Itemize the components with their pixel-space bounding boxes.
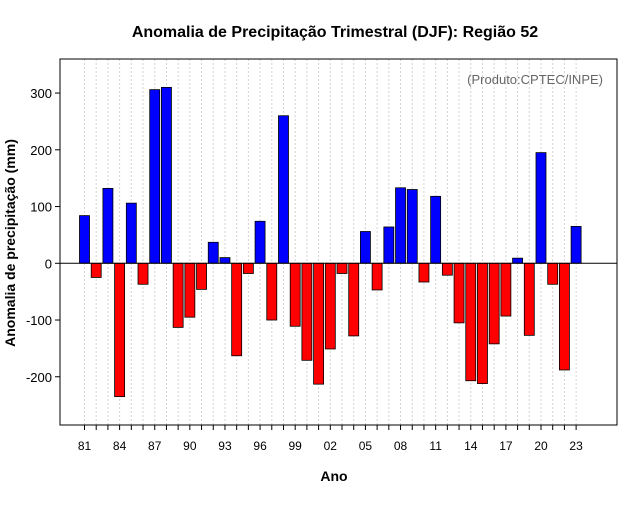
bar-2018 <box>512 257 523 264</box>
x-tick-label: 96 <box>253 439 267 453</box>
bar-1983 <box>102 187 114 264</box>
bar-1986 <box>137 262 149 285</box>
bar-2008 <box>395 187 406 264</box>
bar-2023 <box>570 225 582 264</box>
chart-title: Anomalia de Precipitação Trimestral (DJF… <box>132 24 538 41</box>
x-tick-label: 23 <box>569 439 583 453</box>
x-tick-label: 17 <box>499 439 513 453</box>
bar-2020 <box>535 152 547 264</box>
bar-1995 <box>242 262 254 274</box>
x-tick-label: 84 <box>113 439 127 453</box>
x-tick-label: 90 <box>183 439 197 453</box>
source-annotation: (Produto:CPTEC/INPE) <box>467 72 603 87</box>
y-tick-label: -200 <box>26 370 52 385</box>
bar-1998 <box>278 115 289 264</box>
bar-1996 <box>254 220 266 264</box>
x-tick-label: 87 <box>148 439 162 453</box>
bar-1989 <box>172 262 184 328</box>
x-tick-label: 81 <box>78 439 92 453</box>
bar-2014 <box>465 262 477 382</box>
y-tick-label: 300 <box>30 86 52 101</box>
bar-1997 <box>266 262 278 321</box>
y-tick-label: 0 <box>45 256 52 271</box>
bar-2010 <box>418 262 430 283</box>
x-tick-label: 02 <box>324 439 338 453</box>
bar-2007 <box>383 226 395 264</box>
bar-2015 <box>477 262 488 384</box>
x-axis-label: Ano <box>320 468 347 484</box>
bar-1984 <box>114 262 126 398</box>
bar-2009 <box>406 189 418 264</box>
bar-2019 <box>523 262 535 336</box>
bar-1993 <box>219 257 231 264</box>
bar-2016 <box>488 262 500 345</box>
bars <box>79 86 582 398</box>
bar-2022 <box>559 262 570 371</box>
y-tick-label: 200 <box>30 143 52 158</box>
bar-1999 <box>289 262 301 327</box>
x-tick-label: 93 <box>218 439 232 453</box>
x-tick-label: 14 <box>464 439 478 453</box>
gridlines <box>84 59 577 425</box>
x-tick-label: 99 <box>289 439 303 453</box>
bar-1990 <box>184 262 196 318</box>
bar-2003 <box>336 262 348 274</box>
plot-frame <box>59 58 618 426</box>
bar-1988 <box>161 86 172 264</box>
bar-2006 <box>371 262 383 291</box>
bar-2013 <box>453 262 465 324</box>
bar-1994 <box>231 262 243 357</box>
bar-2004 <box>348 262 360 337</box>
bar-2001 <box>313 262 325 385</box>
bar-1982 <box>90 262 102 278</box>
bar-1991 <box>196 262 207 290</box>
bar-2011 <box>430 195 442 264</box>
y-tick-label: 100 <box>30 200 52 215</box>
y-axis: -200 -100 0 100 200 300 <box>26 86 60 385</box>
bar-2002 <box>324 262 336 350</box>
y-tick-label: -100 <box>26 313 52 328</box>
bar-1981 <box>79 215 90 264</box>
bar-1987 <box>149 89 161 264</box>
bar-2005 <box>360 231 371 264</box>
x-tick-label: 20 <box>534 439 548 453</box>
bar-1992 <box>207 241 219 264</box>
bar-2012 <box>441 262 453 276</box>
x-tick-label: 08 <box>394 439 408 453</box>
y-axis-label: Anomalia de precipitação (mm) <box>2 139 18 347</box>
x-axis: 81 84 87 90 93 96 99 02 05 08 11 14 17 20 23 <box>78 425 583 453</box>
bar-2017 <box>500 262 512 317</box>
bar-2000 <box>301 262 313 361</box>
x-tick-label: 05 <box>359 439 373 453</box>
x-tick-label: 11 <box>429 439 442 453</box>
bar-1985 <box>125 202 137 264</box>
bar-2021 <box>547 262 559 285</box>
